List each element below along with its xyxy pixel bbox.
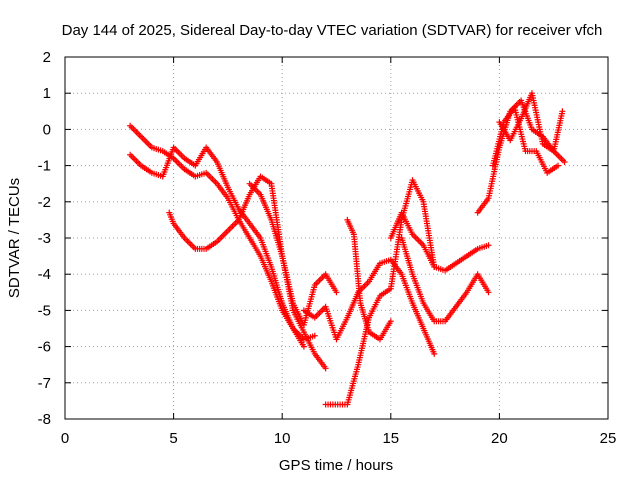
y-tick-label: -7	[38, 375, 51, 392]
x-tick-labels: 0 5 10 15 20 25	[61, 430, 617, 447]
y-tick-label: 2	[43, 49, 51, 66]
data-point	[333, 289, 340, 296]
y-tick-label: -3	[38, 230, 51, 247]
x-tick-label: 15	[382, 430, 399, 447]
x-axis-label: GPS time / hours	[279, 457, 393, 474]
data-point	[555, 162, 562, 169]
x-tick-label: 0	[61, 430, 69, 447]
x-tick-label: 20	[491, 430, 508, 447]
data-point	[431, 350, 438, 357]
y-tick-label: 1	[43, 85, 51, 102]
data-point	[311, 332, 318, 339]
y-tick-label: -6	[38, 339, 51, 356]
data-point	[387, 318, 394, 325]
data-point	[485, 242, 492, 249]
y-axis-label: SDTVAR / TECUs	[6, 178, 23, 298]
y-tick-labels: 2 1 0 -1 -2 -3 -4 -5 -6 -7 -8	[38, 49, 51, 428]
data-point	[300, 343, 307, 350]
y-tick-label: 0	[43, 121, 51, 138]
x-tick-label: 10	[274, 430, 291, 447]
y-tick-label: -4	[38, 266, 51, 283]
axis-ticks	[64, 56, 609, 420]
data-point	[322, 365, 329, 372]
data-point	[559, 108, 566, 115]
y-tick-label: -1	[38, 158, 51, 175]
x-tick-label: 5	[169, 430, 177, 447]
chart-title: Day 144 of 2025, Sidereal Day-to-day VTE…	[62, 22, 603, 39]
data-point	[561, 158, 568, 165]
y-tick-label: -5	[38, 302, 51, 319]
x-tick-label: 25	[600, 430, 617, 447]
y-tick-label: -2	[38, 194, 51, 211]
data-point	[485, 289, 492, 296]
data-markers	[127, 90, 568, 408]
y-tick-label: -8	[38, 411, 51, 428]
